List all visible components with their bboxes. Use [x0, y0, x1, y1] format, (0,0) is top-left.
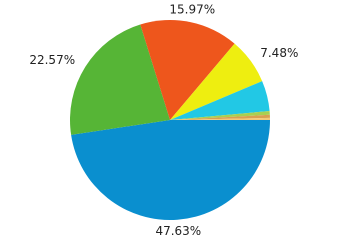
pie-slice [69, 24, 170, 135]
slice-label: 15.97% [169, 3, 215, 17]
pie-slice [170, 117, 270, 120]
pie-slice [140, 20, 235, 120]
pie-slice [71, 120, 270, 221]
pie-slice [170, 114, 270, 120]
pie-slice [170, 43, 263, 120]
pie-slice [170, 81, 270, 120]
pie-slice [170, 111, 270, 120]
slice-label: 47.63% [155, 224, 201, 238]
slice-label: 7.48% [260, 46, 298, 60]
slice-label: 22.57% [29, 53, 75, 67]
